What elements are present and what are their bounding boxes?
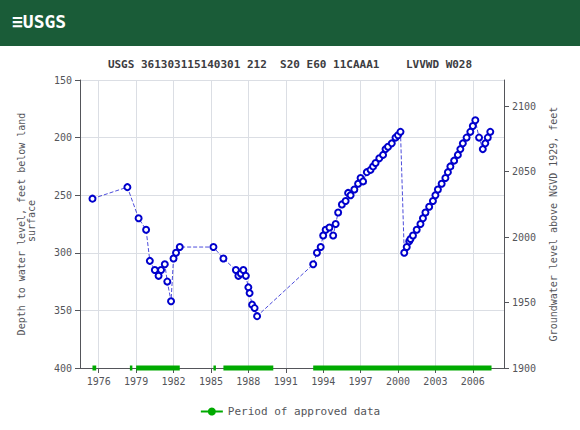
svg-text:USGS 361303115140301 212 S20: USGS 361303115140301 212 S20 E60 11CAAA1…	[108, 58, 472, 71]
svg-text:300: 300	[54, 247, 72, 258]
svg-text:2006: 2006	[461, 376, 485, 387]
svg-text:1985: 1985	[199, 376, 223, 387]
svg-text:1976: 1976	[87, 376, 111, 387]
svg-text:1997: 1997	[349, 376, 373, 387]
svg-text:≡USGS: ≡USGS	[12, 11, 66, 32]
svg-text:Depth to water level, feet bel: Depth to water level, feet below land	[15, 112, 27, 336]
svg-text:150: 150	[54, 75, 72, 86]
svg-text:1950: 1950	[512, 297, 536, 308]
svg-text:1979: 1979	[124, 376, 148, 387]
svg-text:surface: surface	[26, 200, 37, 248]
svg-text:1994: 1994	[311, 376, 335, 387]
svg-text:250: 250	[54, 190, 72, 201]
svg-text:2000: 2000	[512, 232, 536, 243]
svg-text:1988: 1988	[236, 376, 260, 387]
svg-text:2000: 2000	[386, 376, 410, 387]
svg-text:1900: 1900	[512, 363, 536, 374]
svg-text:400: 400	[54, 363, 72, 374]
svg-text:2003: 2003	[423, 376, 447, 387]
svg-text:1991: 1991	[274, 376, 298, 387]
svg-text:Groundwater level above NGVD 1: Groundwater level above NGVD 1929, feet	[548, 107, 559, 342]
svg-text:1982: 1982	[161, 376, 185, 387]
svg-text:350: 350	[54, 305, 72, 316]
svg-text:200: 200	[54, 132, 72, 143]
svg-text:2100: 2100	[512, 101, 536, 112]
svg-text:Period of approved data: Period of approved data	[228, 405, 380, 418]
svg-text:2050: 2050	[512, 166, 536, 177]
